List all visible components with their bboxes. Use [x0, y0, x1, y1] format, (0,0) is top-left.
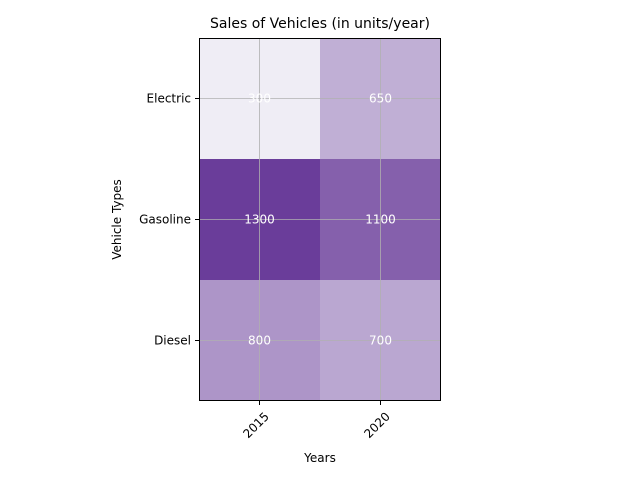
cell-value-label: 700: [369, 334, 392, 348]
x-tick-label: 2015: [240, 409, 271, 440]
cell-value-label: 800: [248, 334, 271, 348]
cell-value-label: 650: [369, 92, 392, 106]
plot-frame: [199, 38, 441, 401]
cell-value-label: 1300: [244, 213, 275, 227]
y-tick-label: Gasoline: [139, 213, 191, 227]
y-axis-label: Vehicle Types: [110, 179, 124, 260]
y-tick-label: Electric: [147, 92, 191, 106]
cell-value-label: 300: [248, 92, 271, 106]
cell-value-label: 1100: [365, 213, 396, 227]
y-tick-label: Diesel: [154, 334, 191, 348]
x-axis-label: Years: [303, 451, 336, 465]
chart-title: Sales of Vehicles (in units/year): [210, 16, 430, 32]
x-tick-label: 2020: [361, 409, 392, 440]
